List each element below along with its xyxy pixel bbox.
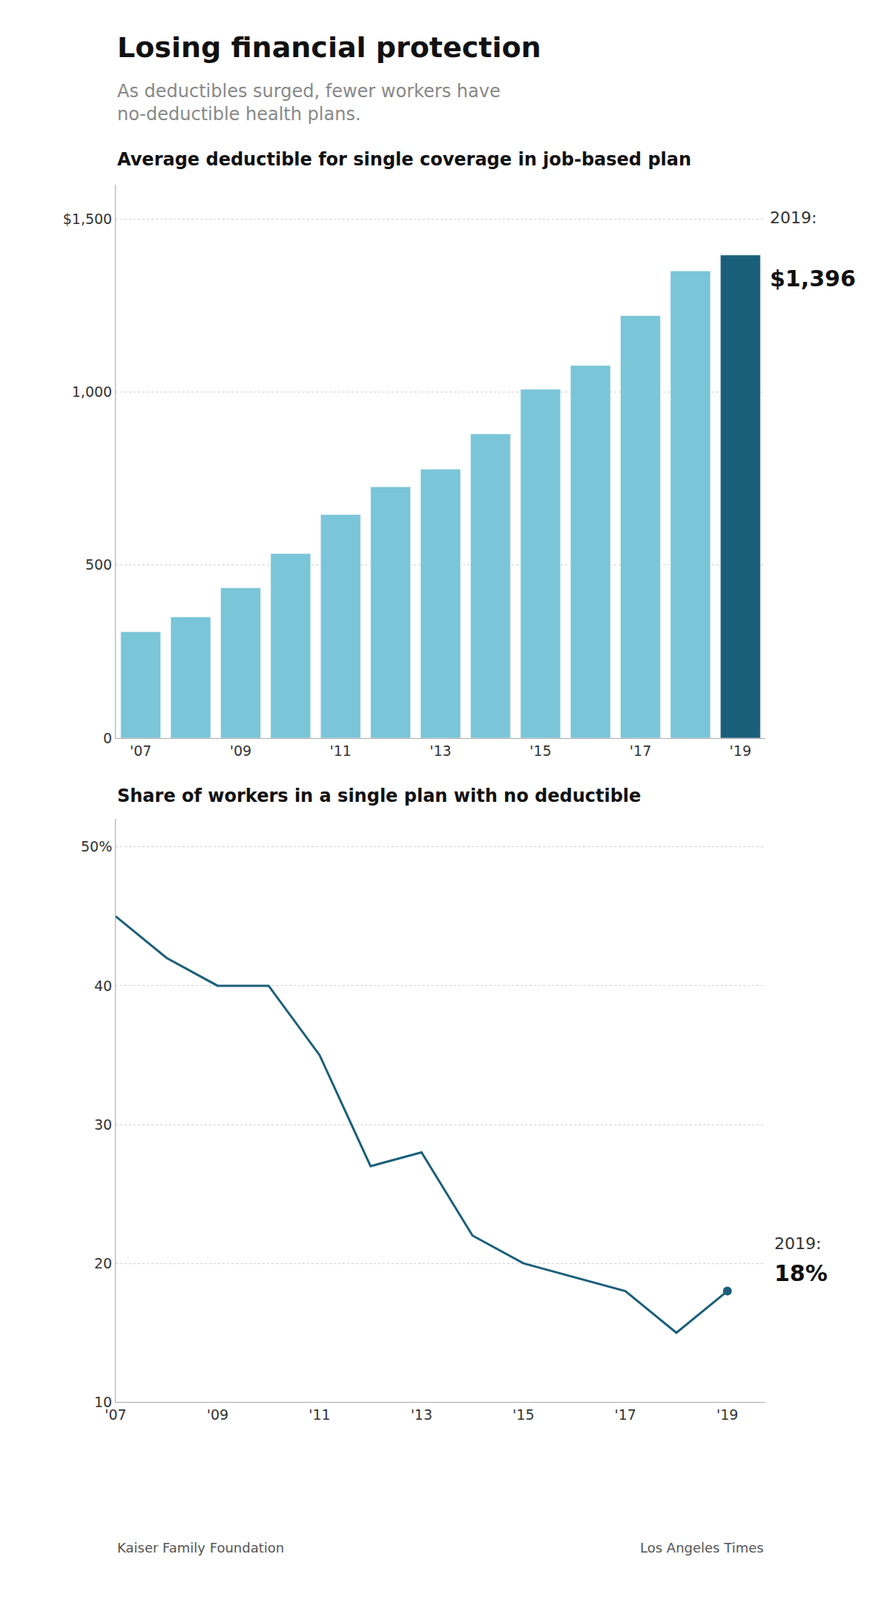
- svg-text:40: 40: [94, 977, 112, 994]
- svg-text:As deductibles surged, fewer w: As deductibles surged, fewer workers hav…: [117, 80, 501, 125]
- svg-text:'07: '07: [129, 742, 152, 759]
- svg-text:'07: '07: [104, 1406, 127, 1423]
- svg-text:'11: '11: [308, 1406, 331, 1423]
- svg-text:Los Angeles Times: Los Angeles Times: [640, 1539, 764, 1556]
- svg-text:'15: '15: [512, 1406, 534, 1423]
- svg-text:$1,396: $1,396: [769, 265, 856, 292]
- svg-text:30: 30: [94, 1116, 112, 1133]
- svg-text:Share of workers in a single p: Share of workers in a single plan with n…: [117, 785, 641, 807]
- svg-text:20: 20: [94, 1254, 112, 1272]
- svg-text:'19: '19: [729, 742, 752, 759]
- svg-text:'11: '11: [330, 742, 352, 759]
- svg-text:'13: '13: [410, 1406, 433, 1423]
- svg-text:10: 10: [94, 1393, 112, 1410]
- svg-text:2019:: 2019:: [769, 208, 817, 227]
- svg-text:18%: 18%: [774, 1260, 828, 1287]
- svg-text:1,000: 1,000: [71, 383, 112, 400]
- svg-text:'17: '17: [629, 742, 652, 759]
- svg-text:Losing financial protection: Losing financial protection: [117, 31, 542, 64]
- svg-text:'13: '13: [429, 742, 451, 759]
- svg-text:'15: '15: [529, 742, 552, 759]
- svg-text:$1,500: $1,500: [63, 210, 112, 227]
- svg-text:Average deductible for single: Average deductible for single coverage i…: [117, 149, 692, 170]
- svg-text:'19: '19: [716, 1406, 738, 1423]
- svg-text:'09: '09: [206, 1406, 229, 1423]
- svg-text:Kaiser Family Foundation: Kaiser Family Foundation: [117, 1539, 285, 1556]
- svg-text:0: 0: [103, 729, 112, 747]
- svg-text:500: 500: [85, 556, 112, 573]
- svg-text:2019:: 2019:: [774, 1234, 822, 1253]
- svg-text:50%: 50%: [80, 838, 112, 855]
- svg-text:'17: '17: [614, 1406, 637, 1423]
- svg-text:'09: '09: [229, 742, 252, 759]
